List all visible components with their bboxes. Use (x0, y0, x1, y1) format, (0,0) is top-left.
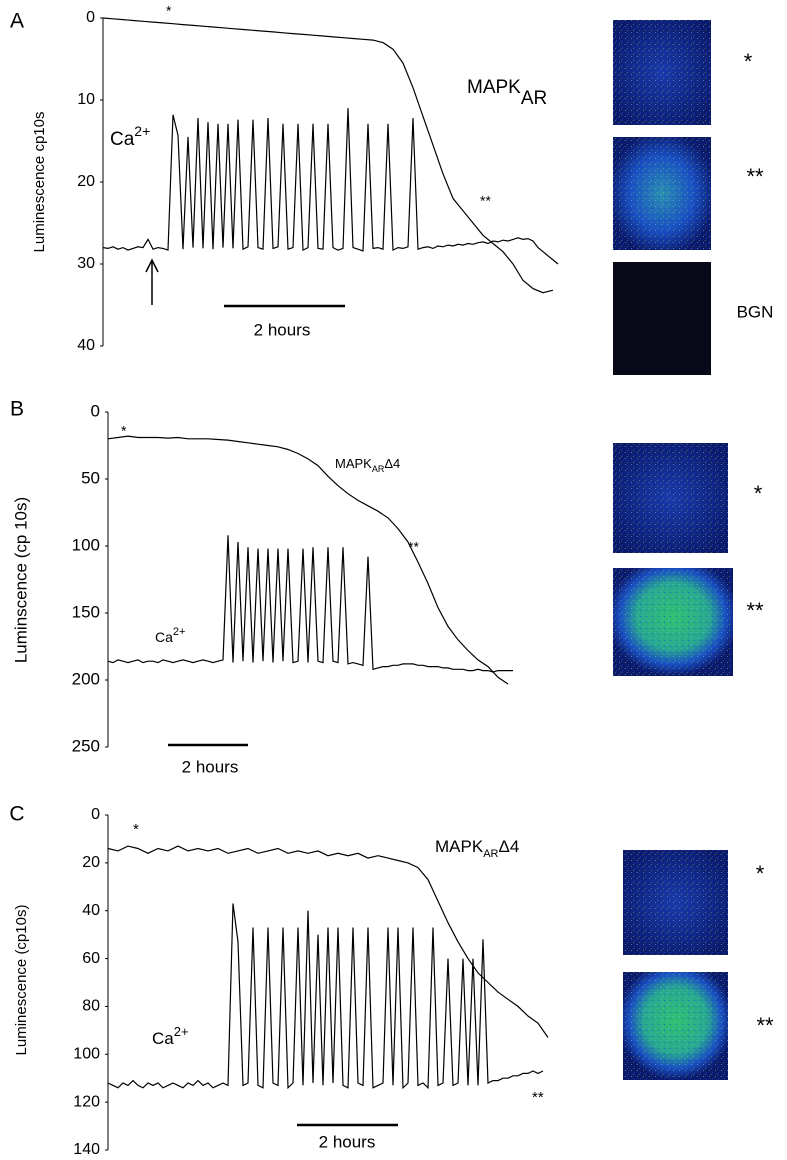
y-axis-label: Luminescence (cp10s) (13, 905, 30, 1056)
mapk-label-part: AR (372, 464, 385, 474)
trace (107, 845, 549, 1038)
y-tick-label: 120 (73, 1093, 100, 1110)
trace-mark: ** (532, 1089, 544, 1106)
trace-mark: ** (480, 193, 491, 209)
panel-label: A (10, 10, 24, 33)
trace-mark: ** (408, 539, 419, 555)
image-texture (613, 443, 728, 553)
y-tick-label: 30 (77, 255, 95, 272)
ca-label-part: Ca (110, 129, 135, 150)
mapk-label: MAPKAR (467, 77, 547, 109)
ca-label: Ca2+ (152, 1024, 189, 1049)
y-tick-label: 100 (72, 535, 100, 554)
ca-label-part: 2+ (173, 626, 186, 638)
image-background (613, 262, 711, 375)
image-texture (613, 137, 711, 250)
trace (102, 108, 559, 265)
mapk-label-part: AR (521, 88, 547, 109)
y-tick-label: 80 (82, 998, 100, 1015)
image-label: ** (746, 598, 764, 623)
image-texture (623, 972, 728, 1080)
image-label: * (754, 481, 763, 506)
trace (107, 535, 513, 673)
y-tick-label: 0 (86, 9, 95, 26)
image-label: BGN (737, 302, 774, 321)
arrow (145, 258, 159, 305)
y-tick-label: 10 (77, 91, 95, 108)
y-tick-label: 250 (72, 736, 100, 755)
ca-label-part: 2+ (174, 1024, 189, 1039)
scale-bar-label: 2 hours (319, 1132, 376, 1151)
scale-bar-label: 2 hours (254, 320, 311, 339)
trace-mark: * (133, 821, 139, 838)
trace-mark: * (166, 3, 172, 19)
y-tick-label: 0 (91, 806, 100, 823)
ca-label-part: Ca (152, 1029, 174, 1048)
mapk-label: MAPKARΔ4 (435, 837, 519, 859)
image-texture (613, 568, 733, 676)
trace (102, 17, 554, 294)
y-tick-label: 40 (77, 337, 95, 354)
mapk-label-part: Δ4 (498, 837, 519, 856)
image-label: ** (746, 164, 764, 189)
y-tick-label: 20 (82, 854, 100, 871)
trace-mark: * (121, 423, 127, 439)
image-label: * (744, 49, 753, 74)
image-label: ** (756, 1013, 774, 1038)
y-axis-label: Luminescence cp10s (31, 112, 48, 253)
y-tick-label: 100 (73, 1046, 100, 1063)
y-tick-label: 200 (72, 669, 100, 688)
trace (107, 903, 544, 1090)
y-tick-label: 150 (72, 602, 100, 621)
scale-bar-label: 2 hours (182, 757, 239, 776)
mapk-label-part: AR (483, 848, 498, 860)
ca-label-part: 2+ (134, 123, 150, 139)
mapk-label-part: MAPK (467, 77, 521, 98)
y-tick-label: 20 (77, 173, 95, 190)
y-tick-label: 40 (82, 902, 100, 919)
mapk-label-part: Δ4 (384, 456, 400, 471)
ca-label: Ca2+ (155, 626, 185, 645)
image-label: * (756, 861, 765, 886)
trace (107, 435, 509, 685)
y-tick-label: 0 (91, 401, 100, 420)
images (613, 20, 733, 1080)
y-tick-label: 60 (82, 950, 100, 967)
panel-label: B (10, 398, 24, 421)
y-tick-label: 140 (73, 1141, 100, 1158)
mapk-label-part: MAPK (435, 837, 484, 856)
panel-label: C (9, 803, 24, 826)
y-axis-label: Luminscence (cp 10s) (11, 497, 30, 663)
ca-label: Ca2+ (110, 123, 150, 150)
image-texture (613, 20, 711, 125)
mapk-label-part: MAPK (335, 456, 372, 471)
mapk-label: MAPKARΔ4 (335, 456, 400, 474)
y-tick-label: 50 (81, 468, 100, 487)
ca-label-part: Ca (155, 629, 173, 645)
image-texture (623, 850, 728, 955)
